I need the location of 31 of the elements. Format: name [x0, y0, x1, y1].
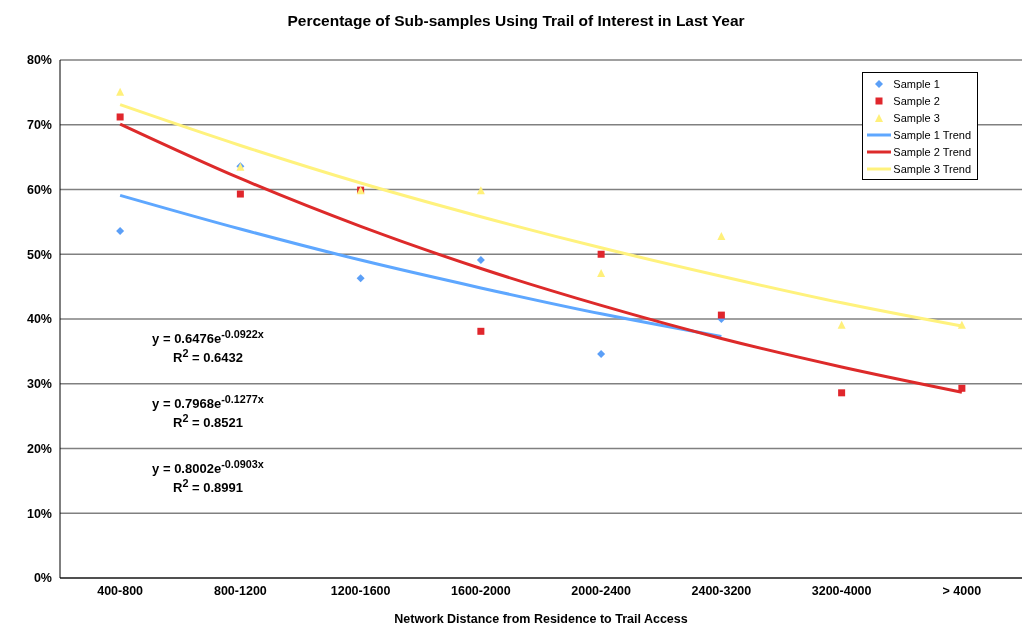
x-tick-label: > 4000	[942, 583, 982, 598]
annotation: y = 0.6476e$^{-0.0922x}$	[151, 328, 265, 347]
x-tick-label: 2400-3200	[691, 583, 752, 598]
y-tick-label: 40%	[26, 312, 52, 327]
legend-label: Sample 1	[893, 77, 940, 90]
x-tick-label: 3200-4000	[811, 583, 872, 598]
y-tick-label: 0%	[33, 571, 52, 586]
y-tick-label: 60%	[26, 182, 52, 197]
x-tick-label: 1600-2000	[450, 583, 511, 598]
annotation: R$^{2}$ = 0.8991	[172, 477, 244, 496]
legend-label: Sample 2 Trend	[893, 145, 971, 158]
legend-label: Sample 2	[893, 94, 940, 107]
legend-label: Sample 3	[893, 111, 940, 124]
legend-label: Sample 3 Trend	[893, 162, 971, 175]
chart-title: Percentage of Sub-samples Using Trail of Interest in Last Year	[286, 12, 746, 30]
y-tick-label: 50%	[26, 247, 52, 262]
legend-label: Sample 1 Trend	[893, 128, 971, 141]
y-tick-label: 30%	[26, 377, 52, 392]
annotation: R$^{2}$ = 0.8521	[172, 412, 244, 431]
y-tick-label: 20%	[26, 441, 52, 456]
annotation: y = 0.7968e$^{-0.1277x}$	[151, 393, 265, 412]
annotation: R$^{2}$ = 0.6432	[172, 347, 244, 366]
y-tick-label: 10%	[26, 506, 52, 521]
annotation: y = 0.8002e$^{-0.0903x}$	[151, 458, 265, 477]
x-tick-label: 400-800	[97, 583, 144, 598]
x-tick-label: 2000-2400	[571, 583, 632, 598]
y-tick-label: 70%	[26, 118, 52, 133]
x-axis-title: Network Distance from Residence to Trail Access	[394, 612, 688, 626]
x-tick-label: 800-1200	[213, 583, 267, 598]
x-tick-label: 1200-1600	[330, 583, 391, 598]
y-tick-label: 80%	[26, 53, 52, 68]
